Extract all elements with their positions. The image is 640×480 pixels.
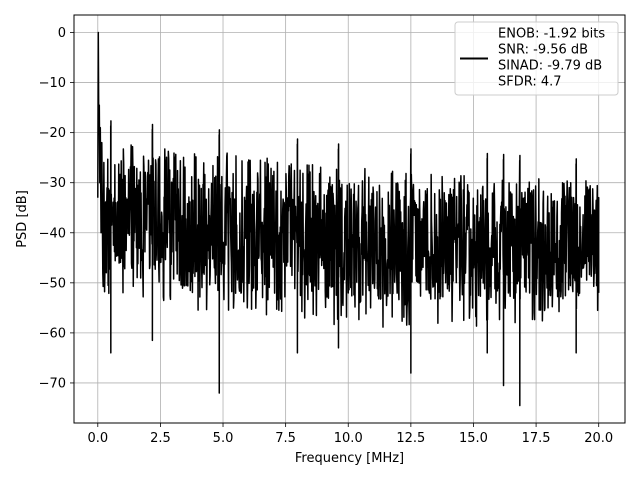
- legend: ENOB: -1.92 bits SNR: -9.56 dB SINAD: -9…: [454, 21, 619, 96]
- x-tick-label: 0.0: [87, 431, 108, 446]
- y-tick-label: −10: [39, 76, 66, 91]
- legend-line-snr: SNR: -9.56 dB: [498, 43, 588, 58]
- x-axis-ticks: 0.0 2.5 5.0 7.5 10.0 12.5 15.0 17.5 20.0: [87, 423, 613, 446]
- legend-box: [454, 21, 619, 96]
- legend-line-enob: ENOB: -1.92 bits: [498, 27, 605, 42]
- x-tick-label: 17.5: [522, 431, 551, 446]
- y-axis-label: PSD [dB]: [15, 190, 30, 248]
- x-axis-label: Frequency [MHz]: [295, 451, 404, 466]
- y-axis-ticks: 0 −10 −20 −30 −40 −50 −60 −70: [39, 26, 74, 391]
- y-tick-label: −30: [39, 176, 66, 191]
- psd-trace: [97, 31, 600, 407]
- x-tick-label: 12.5: [396, 431, 425, 446]
- x-tick-label: 15.0: [459, 431, 488, 446]
- legend-line-sfdr: SFDR: 4.7: [498, 75, 562, 90]
- series-psd: [97, 31, 600, 407]
- y-tick-label: 0: [58, 26, 66, 41]
- y-tick-label: −50: [39, 276, 66, 291]
- y-tick-label: −40: [39, 226, 66, 241]
- y-tick-label: −70: [39, 376, 66, 391]
- x-tick-label: 7.5: [275, 431, 296, 446]
- plot-frame: [73, 14, 626, 424]
- y-tick-label: −60: [39, 326, 66, 341]
- x-tick-label: 5.0: [213, 431, 234, 446]
- x-tick-label: 2.5: [150, 431, 171, 446]
- y-tick-label: −20: [39, 126, 66, 141]
- x-tick-label: 10.0: [334, 431, 363, 446]
- x-tick-label: 20.0: [584, 431, 613, 446]
- legend-line-sinad: SINAD: -9.79 dB: [498, 59, 602, 74]
